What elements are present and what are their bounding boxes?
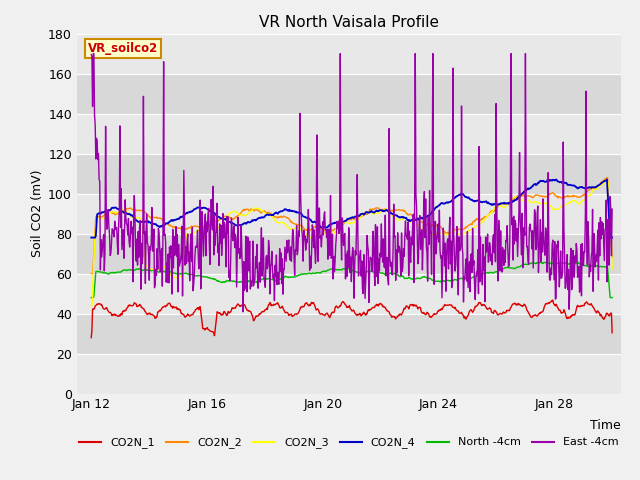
Bar (77, 73, 621, 114)
Bar (77, 193, 621, 234)
Bar (77, 354, 621, 394)
Bar (77, 154, 621, 193)
Y-axis label: Soil CO2 (mV): Soil CO2 (mV) (31, 170, 44, 257)
Bar (77, 313, 621, 354)
Legend: CO2N_1, CO2N_2, CO2N_3, CO2N_4, North -4cm, East -4cm: CO2N_1, CO2N_2, CO2N_3, CO2N_4, North -4… (75, 433, 623, 453)
Title: VR North Vaisala Profile: VR North Vaisala Profile (259, 15, 439, 30)
Text: Time: Time (590, 419, 621, 432)
Bar (77, 274, 621, 313)
Bar (77, 34, 621, 73)
Text: VR_soilco2: VR_soilco2 (88, 42, 158, 55)
Bar (77, 234, 621, 274)
Bar (77, 114, 621, 154)
